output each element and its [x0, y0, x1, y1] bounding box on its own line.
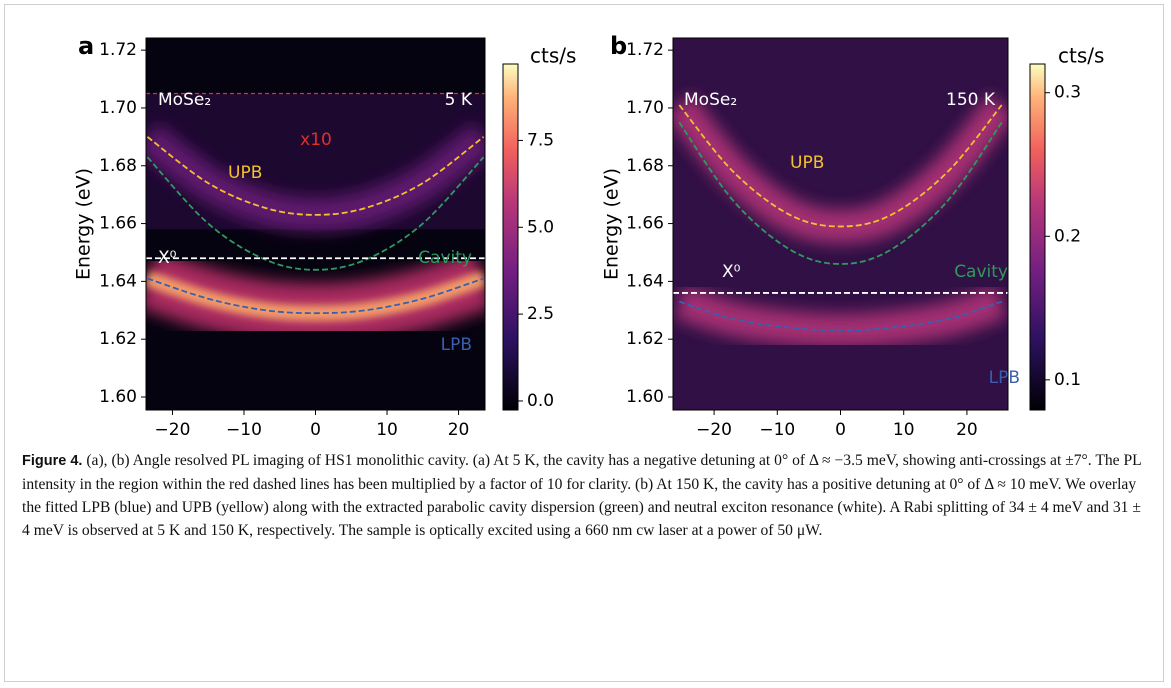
y-tick-label: 1.60: [99, 387, 137, 407]
dispersion-curve: [146, 136, 485, 216]
colorbar-tick-label: 0.0: [527, 391, 554, 411]
x-tick-label: 20: [956, 420, 978, 440]
annotation: X⁰: [158, 248, 177, 268]
y-tick-label: 1.72: [626, 40, 664, 60]
dispersion-curve: [146, 156, 485, 271]
y-tick-label: 1.64: [626, 271, 664, 291]
annotation: x10: [300, 130, 332, 150]
material-label: MoSe₂: [684, 90, 737, 110]
annotation: LPB: [989, 368, 1020, 388]
figure-frame: [4, 4, 1164, 682]
colorbar-tick-label: 0.2: [1054, 226, 1081, 246]
dispersion-curve: [678, 121, 1003, 265]
colorbar: [502, 63, 519, 411]
y-tick-label: 1.66: [99, 214, 137, 234]
colorbar-tick-label: 7.5: [527, 130, 554, 150]
colorbar-label: cts/s: [530, 44, 576, 68]
dispersion-curve: [147, 277, 484, 315]
y-tick-label: 1.68: [99, 156, 137, 176]
colorbar-tick-label: 5.0: [527, 217, 554, 237]
x-tick-label: 20: [448, 420, 470, 440]
y-axis-label: Energy (eV): [601, 168, 623, 280]
x-axis-label: Angle (ᵒ): [274, 445, 357, 446]
x-tick-label: −20: [155, 420, 191, 440]
y-tick-label: 1.62: [626, 329, 664, 349]
material-label: MoSe₂: [158, 90, 211, 110]
panel-letter: a: [78, 32, 94, 60]
temperature-label: 5 K: [445, 90, 473, 110]
annotation: Cavity: [954, 262, 1008, 282]
colorbar-tick-label: 2.5: [527, 304, 554, 324]
dispersion-curve: [679, 300, 1002, 332]
x-tick-label: 10: [376, 420, 398, 440]
y-tick-label: 1.70: [626, 98, 664, 118]
annotation: Cavity: [418, 248, 472, 268]
x-tick-label: −10: [759, 420, 795, 440]
y-tick-label: 1.64: [99, 271, 137, 291]
x-tick-label: −20: [696, 420, 732, 440]
x-tick-label: −10: [226, 420, 262, 440]
caption: Figure 4. (a), (b) Angle resolved PL ima…: [22, 449, 1150, 542]
y-tick-label: 1.72: [99, 40, 137, 60]
annotation: X⁰: [722, 262, 741, 282]
colorbar-tick-label: 0.1: [1054, 370, 1081, 390]
y-axis-label: Energy (eV): [73, 168, 95, 280]
colorbar: [1029, 63, 1046, 411]
x-axis-label: Angle (ᵒ): [799, 445, 882, 446]
temperature-label: 150 K: [946, 90, 996, 110]
panel-letter: b: [610, 32, 627, 60]
y-tick-label: 1.66: [626, 214, 664, 234]
figure: x10 UPB Cavity LPB X⁰ MoSe₂ 5 K 1.60 1.62 1.64 1.6…: [73, 32, 1105, 446]
y-tick-label: 1.62: [99, 329, 137, 349]
colorbar-tick-label: 0.3: [1054, 83, 1081, 103]
annotation: UPB: [228, 163, 262, 183]
caption-text: (a), (b) Angle resolved PL imaging of HS…: [22, 452, 1142, 539]
heatmap: [146, 38, 485, 410]
y-tick-label: 1.70: [99, 98, 137, 118]
annotation: LPB: [441, 335, 472, 355]
heatmap: [673, 38, 1008, 410]
x-tick-label: 0: [310, 420, 321, 440]
y-tick-label: 1.60: [626, 387, 664, 407]
dispersion-curve: [678, 104, 1003, 228]
caption-label: Figure 4.: [22, 453, 83, 469]
x-tick-label: 0: [835, 420, 846, 440]
y-tick-label: 1.68: [626, 156, 664, 176]
annotation: UPB: [790, 153, 824, 173]
colorbar-label: cts/s: [1058, 44, 1104, 68]
x-tick-label: 10: [893, 420, 915, 440]
